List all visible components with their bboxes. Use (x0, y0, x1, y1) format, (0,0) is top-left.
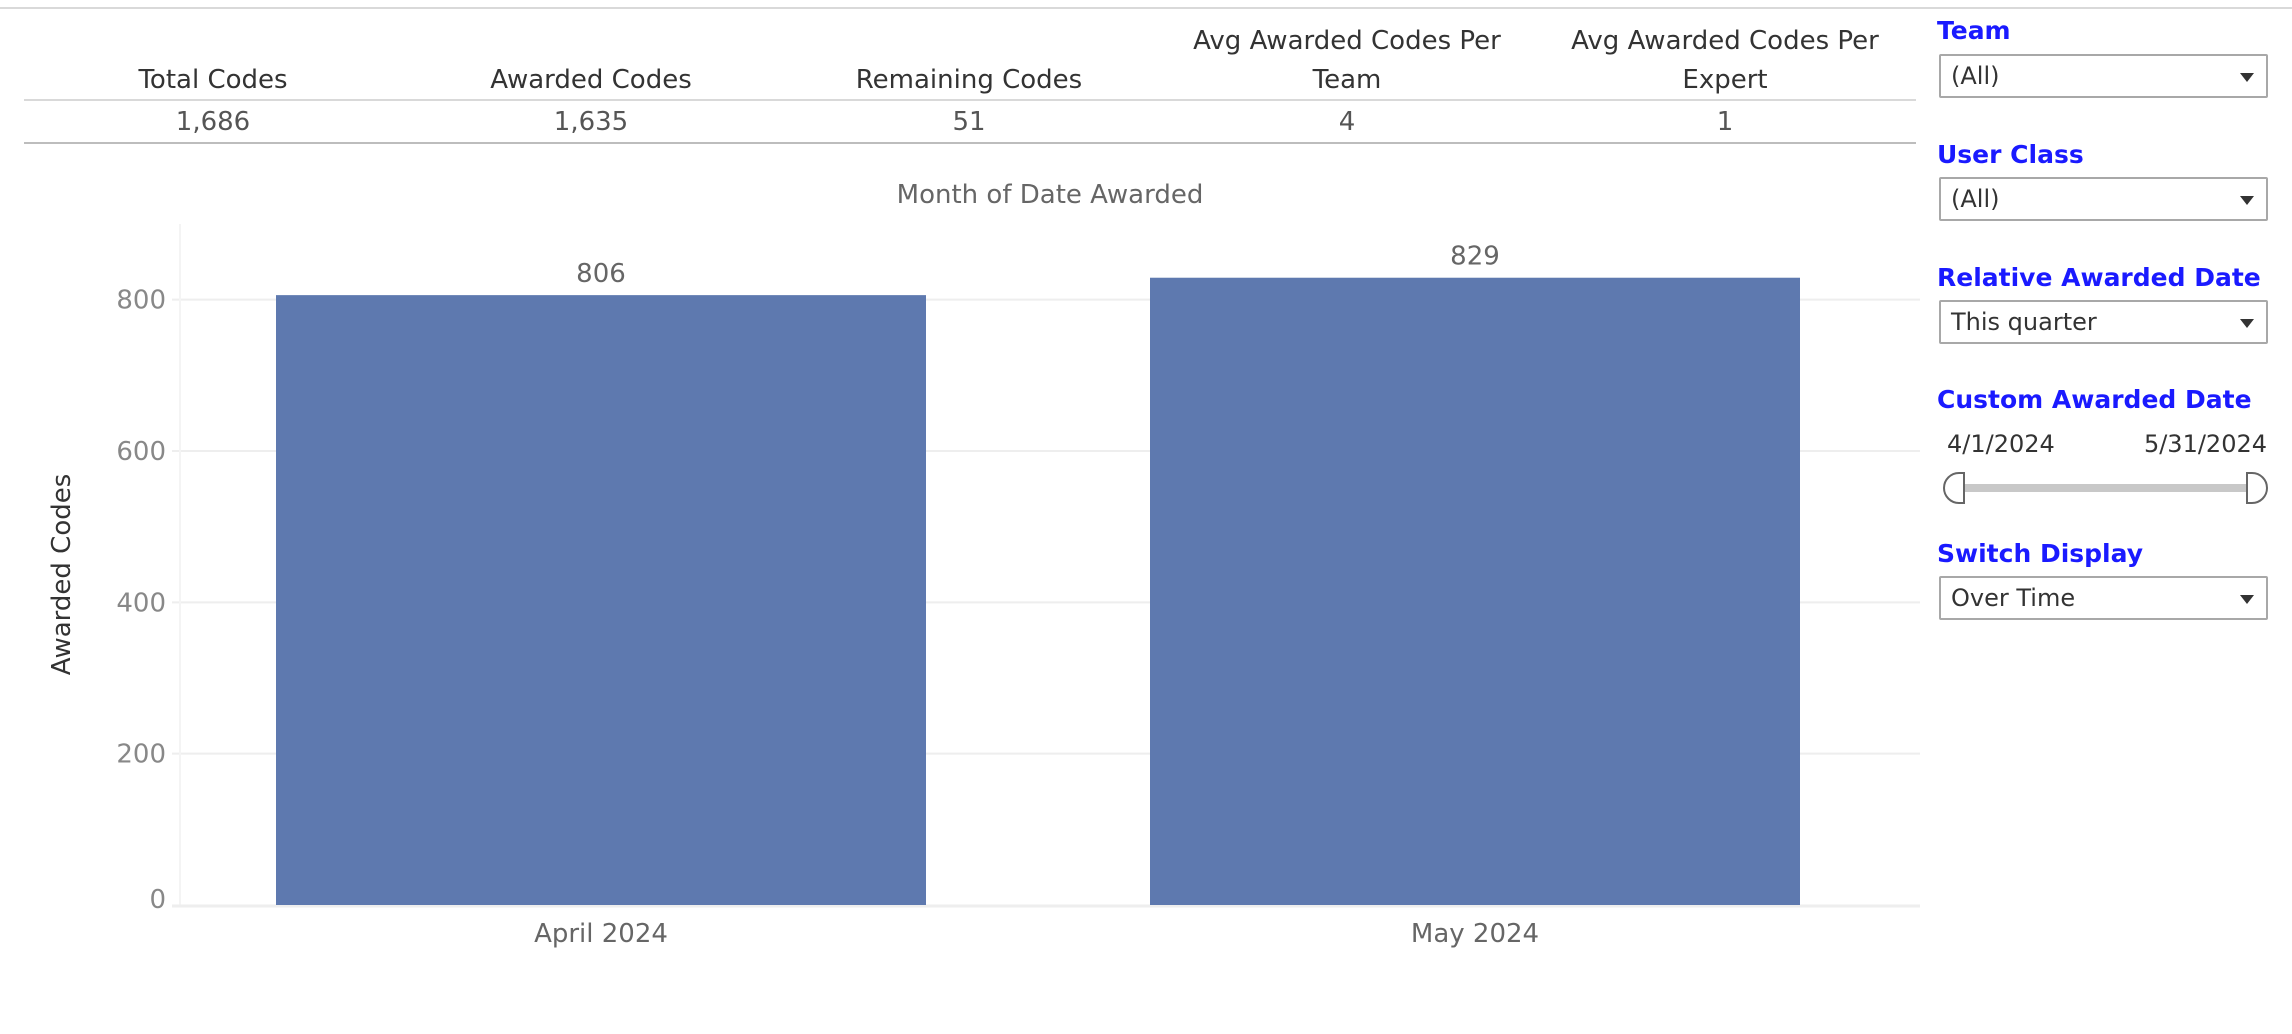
chevron-down-icon (2240, 595, 2254, 604)
filter-title-user-class: User Class (1937, 140, 2084, 169)
chart-title: Month of Date Awarded (896, 180, 1204, 210)
kpi-header: Avg Awarded Codes Per Expert (1536, 22, 1914, 100)
kpi-header-line2: Awarded Codes (490, 65, 692, 95)
kpi-header-divider (24, 99, 1916, 101)
filters-panel: Team (All) User Class (All) Relative Awa… (1937, 0, 2292, 1034)
kpi-total-codes: Total Codes 1,686 (24, 18, 402, 144)
y-tick-label: 0 (149, 885, 166, 915)
kpi-header: Total Codes (24, 61, 402, 100)
switch-display-dropdown-value: Over Time (1951, 584, 2076, 612)
top-divider (0, 7, 2292, 9)
relative-date-dropdown[interactable]: This quarter (1939, 300, 2268, 344)
y-tick-label: 600 (116, 437, 166, 467)
date-range-start-handle[interactable] (1943, 472, 1965, 504)
date-range-end-handle[interactable] (2246, 472, 2268, 504)
kpi-value: 1,686 (175, 107, 251, 137)
date-range-start[interactable]: 4/1/2024 (1947, 430, 2055, 458)
relative-date-dropdown-value: This quarter (1951, 308, 2097, 336)
kpi-avg-per-team: Avg Awarded Codes Per Team 4 (1158, 18, 1536, 144)
chevron-down-icon (2240, 73, 2254, 82)
date-range-slider-track[interactable] (1947, 484, 2265, 492)
data-label: 806 (576, 259, 626, 289)
y-axis-label: Awarded Codes (47, 474, 77, 676)
kpi-header: Awarded Codes (402, 61, 780, 100)
kpi-value: 1 (1716, 107, 1734, 137)
date-range-slider-fill (1947, 484, 2265, 492)
kpi-header: Remaining Codes (780, 61, 1158, 100)
filter-title-custom-date: Custom Awarded Date (1937, 385, 2252, 414)
bar (276, 295, 926, 905)
kpi-bottom-divider (24, 142, 1916, 144)
user-class-dropdown-value: (All) (1951, 185, 2000, 213)
kpi-header-line2: Expert (1682, 65, 1768, 95)
date-range-end[interactable]: 5/31/2024 (2143, 430, 2267, 458)
kpi-value: 51 (952, 107, 986, 137)
kpi-header-line2: Total Codes (138, 65, 288, 95)
kpi-header: Avg Awarded Codes Per Team (1158, 22, 1536, 100)
kpi-awarded-codes: Awarded Codes 1,635 (402, 18, 780, 144)
filter-title-relative-date: Relative Awarded Date (1937, 263, 2261, 292)
kpi-value: 1,635 (553, 107, 629, 137)
chevron-down-icon (2240, 319, 2254, 328)
filter-title-switch-display: Switch Display (1937, 539, 2144, 568)
filter-title-team: Team (1937, 16, 2011, 45)
kpi-avg-per-expert: Avg Awarded Codes Per Expert 1 (1536, 18, 1914, 144)
kpi-header-line1: Avg Awarded Codes Per (1571, 26, 1879, 56)
y-tick-label: 800 (116, 286, 166, 316)
x-tick-label: April 2024 (534, 919, 668, 949)
x-tick-label: May 2024 (1411, 919, 1539, 949)
data-label: 829 (1450, 242, 1500, 272)
kpi-header-line2: Team (1312, 65, 1382, 95)
bar (1150, 277, 1800, 905)
team-dropdown[interactable]: (All) (1939, 54, 2268, 98)
y-tick-label: 200 (116, 740, 166, 770)
switch-display-dropdown[interactable]: Over Time (1939, 576, 2268, 620)
kpi-summary-table: Total Codes 1,686 Awarded Codes 1,635 Re… (24, 18, 1916, 144)
kpi-remaining-codes: Remaining Codes 51 (780, 18, 1158, 144)
user-class-dropdown[interactable]: (All) (1939, 177, 2268, 221)
chevron-down-icon (2240, 196, 2254, 205)
kpi-value: 4 (1338, 107, 1356, 137)
kpi-header-line2: Remaining Codes (855, 65, 1083, 95)
team-dropdown-value: (All) (1951, 62, 2000, 90)
date-range-labels: 4/1/2024 5/31/2024 (1937, 430, 2267, 462)
bar-chart: 0 200 400 600 800 Awarded Codes 806 April 2024 8… (0, 210, 1930, 970)
kpi-header-line1: Avg Awarded Codes Per (1193, 26, 1501, 56)
bar-chart-svg: 0 200 400 600 800 Awarded Codes 806 April 2024 8… (47, 224, 1920, 949)
y-tick-label: 400 (116, 588, 166, 618)
